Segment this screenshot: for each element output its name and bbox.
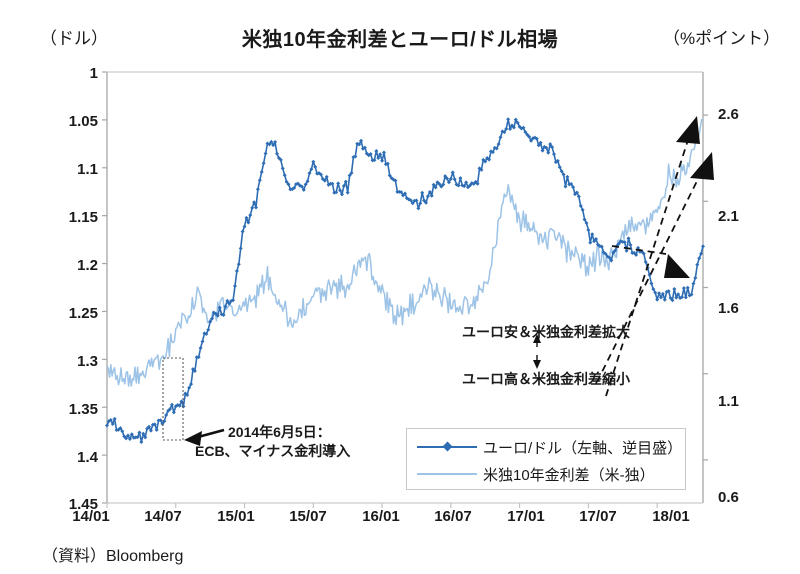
series-line-rate-spread (106, 117, 704, 387)
series-line-eurusd (106, 118, 704, 443)
left-axis-ticks (102, 71, 107, 504)
ecb-callout-arrow (184, 428, 225, 446)
y-left-tick-6: 1.3 (77, 353, 98, 370)
annotation-spread-narrowing: ユーロ高＆米独金利差縮小 (462, 371, 630, 387)
y-left-tick-1: 1.05 (68, 113, 98, 130)
legend-item-spread: 米独10年金利差（米-独） (417, 461, 655, 487)
chart-title: 米独10年金利差とユーロ/ドル相場 (241, 29, 559, 51)
x-tick-6: 17/01 (507, 508, 545, 525)
trend-arrow-down-1 (611, 245, 690, 278)
y-right-tick-0: 2.6 (718, 106, 739, 123)
y-right-tick-2: 1.6 (718, 300, 739, 317)
y-right-tick-1: 2.1 (718, 208, 739, 225)
source-note: （資料）Bloomberg (42, 548, 184, 565)
y-right-tick-4: 0.6 (718, 489, 739, 506)
legend-swatch-eurusd (417, 440, 477, 454)
annotation-spread-widening: ユーロ安＆米独金利差拡大 (462, 324, 630, 340)
y-right-tick-3: 1.1 (718, 393, 739, 410)
x-tick-0: 14/01 (72, 508, 110, 525)
y-left-tick-9: 1.45 (68, 496, 98, 513)
y-left-tick-5: 1.25 (68, 305, 98, 322)
x-tick-5: 16/07 (434, 508, 472, 525)
x-tick-8: 18/01 (652, 508, 690, 525)
legend-swatch-spread (417, 467, 477, 481)
trend-arrow-up-2 (596, 152, 714, 383)
annotation-ecb-policy: ECB、マイナス金利導入 (195, 443, 351, 459)
x-axis-ticks (106, 503, 658, 508)
chart-legend: ユーロ/ドル（左軸、逆目盛） 米独10年金利差（米-独） (406, 428, 686, 490)
annotation-ecb-date: 2014年6月5日： (228, 424, 331, 440)
y-left-tick-4: 1.2 (77, 257, 98, 274)
right-axis-ticks (703, 114, 708, 461)
y-left-tick-7: 1.35 (68, 401, 98, 418)
legend-label-spread: 米独10年金利差（米-独） (483, 466, 655, 484)
left-axis-unit-label: （ドル） (40, 29, 108, 48)
series-markers-eurusd (105, 117, 705, 444)
updown-arrow-icon (533, 334, 541, 369)
trend-arrow-up-1 (605, 116, 700, 397)
x-tick-3: 15/07 (289, 508, 327, 525)
x-tick-2: 15/01 (217, 508, 255, 525)
ecb-highlight-box (162, 357, 184, 441)
y-left-tick-3: 1.15 (68, 209, 98, 226)
legend-label-eurusd: ユーロ/ドル（左軸、逆目盛） (483, 439, 683, 457)
x-tick-4: 16/01 (362, 508, 400, 525)
right-axis-unit-label: （%ポイント） (663, 29, 781, 48)
y-left-tick-0: 1 (89, 65, 98, 82)
x-tick-7: 17/07 (579, 508, 617, 525)
y-left-tick-2: 1.1 (77, 161, 98, 178)
x-tick-1: 14/07 (144, 508, 182, 525)
y-left-tick-8: 1.4 (77, 449, 98, 466)
legend-item-eurusd: ユーロ/ドル（左軸、逆目盛） (417, 434, 682, 460)
